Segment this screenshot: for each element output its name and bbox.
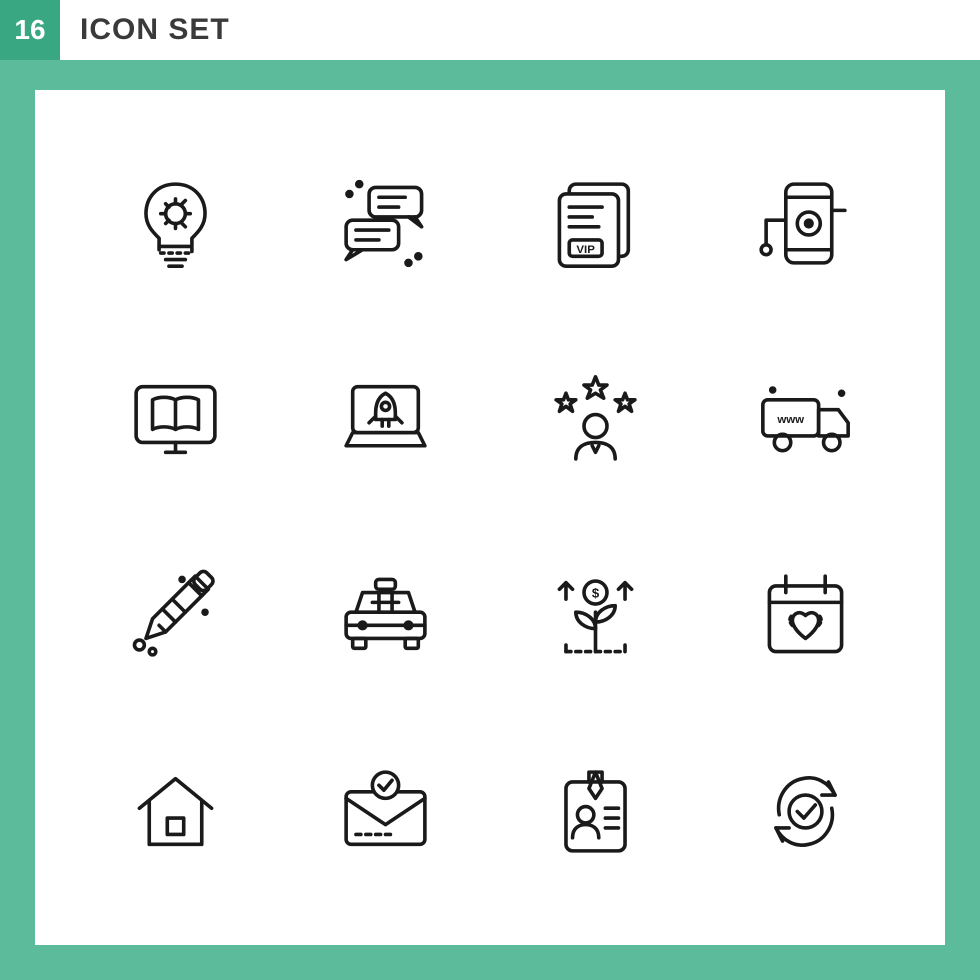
home-icon	[75, 719, 275, 905]
mail-check-icon	[285, 719, 485, 905]
person-stars-icon	[495, 326, 695, 512]
chat-bubbles-icon	[285, 130, 485, 316]
money-growth-icon: $	[495, 523, 695, 709]
dropper-icon	[75, 523, 275, 709]
refresh-check-icon	[705, 719, 905, 905]
calendar-heart-icon	[705, 523, 905, 709]
page-title: ICON SET	[60, 0, 980, 60]
svg-text:$: $	[591, 586, 599, 601]
svg-text:VIP: VIP	[576, 244, 595, 256]
count-badge: 16	[0, 0, 60, 60]
outer-frame: 16 ICON SET	[0, 0, 980, 980]
police-car-icon	[285, 523, 485, 709]
mobile-music-icon	[705, 130, 905, 316]
laptop-rocket-icon	[285, 326, 485, 512]
delivery-truck-icon: www	[705, 326, 905, 512]
icon-grid: VIP	[35, 90, 945, 945]
monitor-book-icon	[75, 326, 275, 512]
lightbulb-gear-icon	[75, 130, 275, 316]
svg-text:www: www	[776, 414, 804, 426]
vip-card-icon: VIP	[495, 130, 695, 316]
id-badge-icon	[495, 719, 695, 905]
